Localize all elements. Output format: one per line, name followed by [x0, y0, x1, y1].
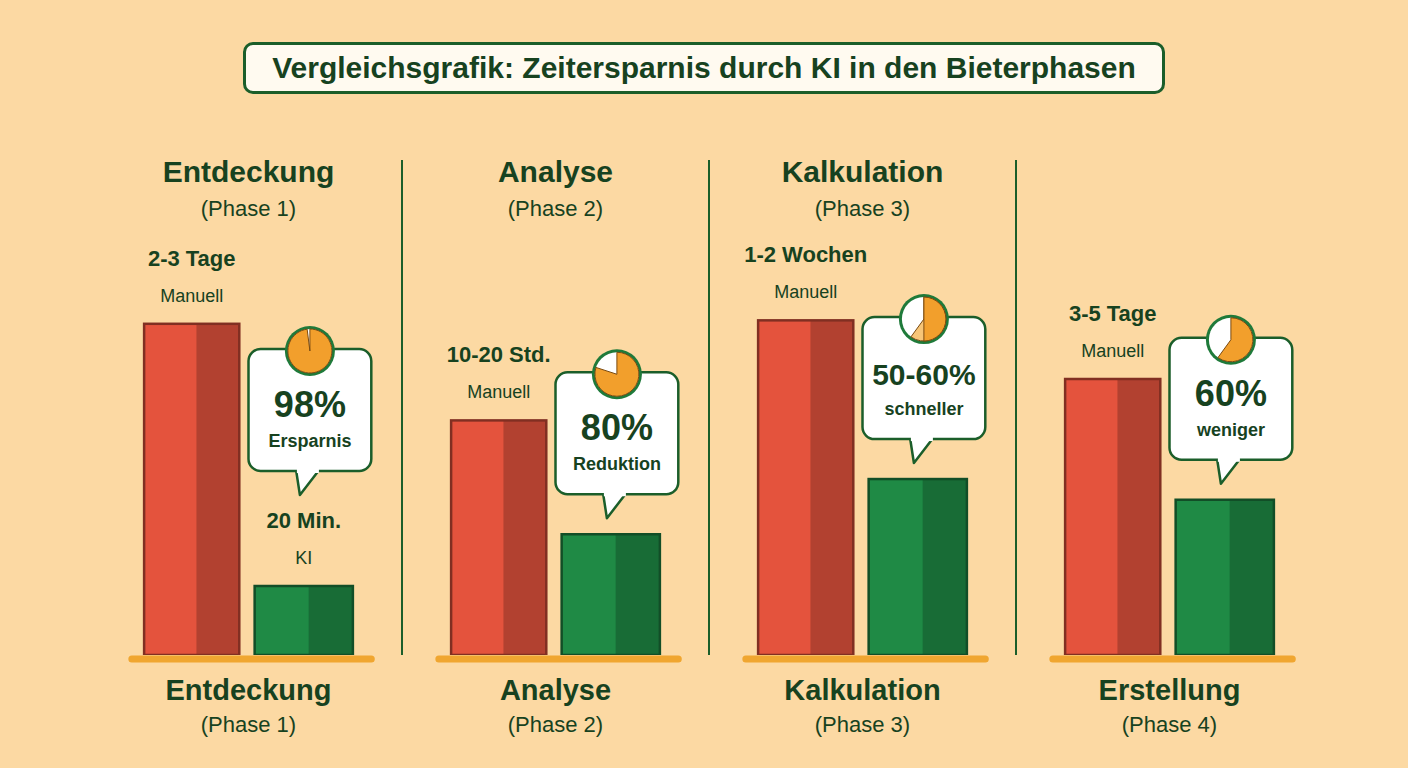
- svg-text:KI: KI: [295, 548, 312, 568]
- svg-text:Kalkulation: Kalkulation: [782, 155, 944, 188]
- svg-text:Analyse: Analyse: [498, 155, 613, 188]
- svg-text:Erstellung: Erstellung: [1099, 674, 1241, 706]
- svg-text:Analyse: Analyse: [500, 674, 611, 706]
- svg-text:Manuell: Manuell: [160, 286, 223, 306]
- svg-text:(Phase 3): (Phase 3): [815, 196, 910, 221]
- svg-text:50-60%: 50-60%: [872, 358, 975, 391]
- svg-text:Manuell: Manuell: [1081, 341, 1144, 361]
- svg-text:10-20 Std.: 10-20 Std.: [447, 342, 551, 367]
- svg-text:Reduktion: Reduktion: [573, 454, 661, 474]
- svg-text:(Phase 1): (Phase 1): [201, 196, 296, 221]
- svg-text:3-5 Tage: 3-5 Tage: [1069, 301, 1157, 326]
- svg-text:(Phase 2): (Phase 2): [508, 712, 603, 737]
- html-text:Vergleichsgrafik: Zeitersparni: Vergleichsgrafik: Zeitersparnis durch KI…: [272, 51, 1136, 84]
- svg-text:80%: 80%: [581, 407, 653, 448]
- svg-text:2-3 Tage: 2-3 Tage: [148, 246, 236, 271]
- svg-text:20 Min.: 20 Min.: [266, 508, 341, 533]
- svg-text:(Phase 4): (Phase 4): [1122, 712, 1217, 737]
- svg-text:schneller: schneller: [884, 399, 963, 419]
- svg-text:(Phase 2): (Phase 2): [508, 196, 603, 221]
- svg-text:Kalkulation: Kalkulation: [784, 674, 940, 706]
- svg-text:Entdeckung: Entdeckung: [166, 674, 332, 706]
- svg-text:Manuell: Manuell: [467, 382, 530, 402]
- svg-text:98%: 98%: [274, 384, 346, 425]
- svg-text:weniger: weniger: [1196, 420, 1265, 440]
- svg-text:60%: 60%: [1195, 373, 1267, 414]
- svg-text:1-2 Wochen: 1-2 Wochen: [744, 242, 867, 267]
- svg-text:Entdeckung: Entdeckung: [163, 155, 335, 188]
- svg-text:Manuell: Manuell: [774, 282, 837, 302]
- svg-text:(Phase 1): (Phase 1): [201, 712, 296, 737]
- svg-text:(Phase 3): (Phase 3): [815, 712, 910, 737]
- svg-text:Ersparnis: Ersparnis: [268, 431, 351, 451]
